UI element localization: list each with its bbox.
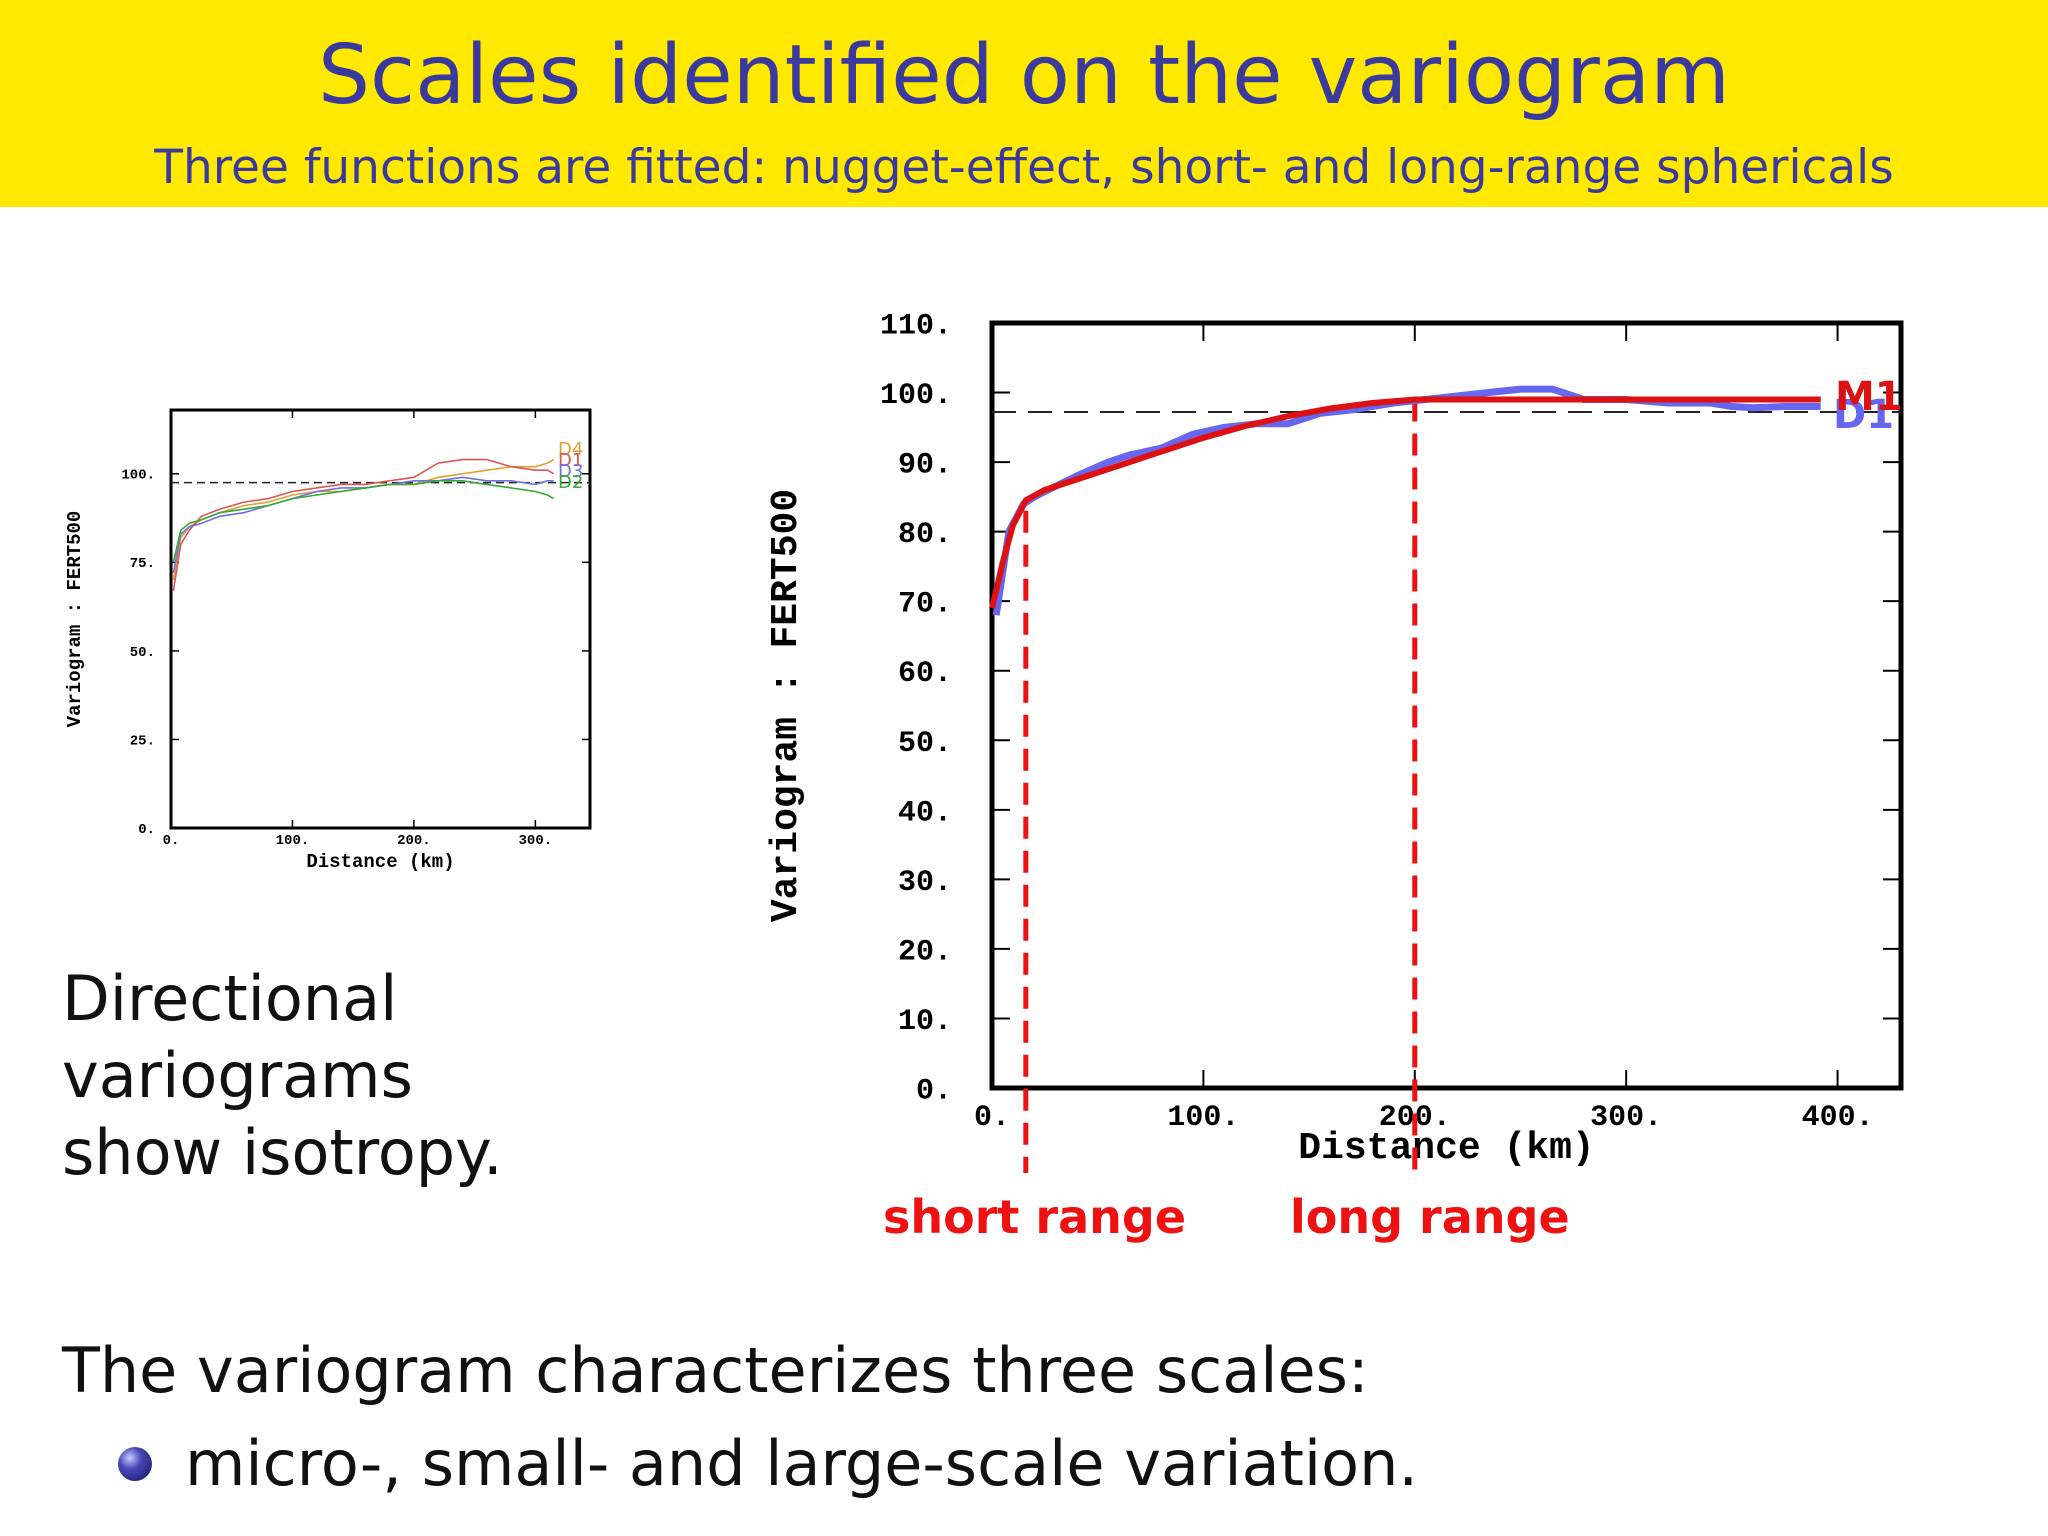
bullet-icon bbox=[118, 1447, 152, 1481]
y-tick-label: 100. bbox=[880, 379, 952, 413]
slide-subtitle: Three functions are fitted: nugget-effec… bbox=[154, 140, 1894, 195]
isotropy-note: Directional variograms show isotropy. bbox=[62, 960, 503, 1191]
y-tick-label: 50. bbox=[898, 727, 952, 761]
y-tick-label: 60. bbox=[898, 657, 952, 691]
x-tick-label: 200. bbox=[397, 833, 431, 849]
short-range-label: short range bbox=[883, 1190, 1187, 1244]
series-line bbox=[172, 476, 554, 574]
series-line bbox=[172, 458, 554, 581]
x-axis-title: Distance (km) bbox=[1298, 1127, 1594, 1170]
long-range-label: long range bbox=[1290, 1190, 1570, 1244]
y-axis-title: Variogram : FERT500 bbox=[64, 511, 86, 728]
y-tick-label: 90. bbox=[898, 449, 952, 483]
series-line bbox=[992, 385, 1821, 616]
isotropy-note-line: Directional bbox=[62, 962, 398, 1035]
plot-frame bbox=[989, 320, 1904, 1091]
x-tick-label: 0. bbox=[974, 1101, 1010, 1135]
series-line bbox=[172, 480, 555, 563]
series-line bbox=[172, 458, 555, 591]
directional-variogram-chart: 0. 100. 200. 300. 0. 25. 50. 75. 100. Distance (k… bbox=[64, 408, 592, 873]
y-tick-label: 25. bbox=[130, 733, 155, 749]
plot-frame bbox=[169, 408, 592, 830]
y-tick-label: 30. bbox=[898, 866, 952, 900]
isotropy-note-line: show isotropy. bbox=[62, 1116, 503, 1189]
fitted-variogram-chart: 0.100.200.300.400.0.10.20.30.40.50.60.70… bbox=[765, 310, 1904, 1173]
y-tick-label: 70. bbox=[898, 588, 952, 622]
x-tick-label: 300. bbox=[1590, 1101, 1662, 1135]
series-label: D4 bbox=[558, 439, 583, 460]
x-tick-label: 100. bbox=[276, 833, 310, 849]
x-tick-label: 300. bbox=[519, 833, 553, 849]
y-tick-label: 110. bbox=[880, 310, 952, 344]
title-banner bbox=[0, 0, 2048, 207]
isotropy-note-line: variograms bbox=[62, 1039, 413, 1112]
y-tick-label: 75. bbox=[130, 556, 155, 572]
series-label: D1 bbox=[558, 450, 583, 471]
x-tick-label: 400. bbox=[1802, 1101, 1874, 1135]
series-label: M1 bbox=[1835, 374, 1903, 420]
y-tick-label: 50. bbox=[130, 645, 155, 661]
x-tick-label: 0. bbox=[163, 833, 180, 849]
y-tick-label: 10. bbox=[898, 1005, 952, 1039]
x-axis-title: Distance (km) bbox=[306, 851, 454, 873]
y-tick-label: 20. bbox=[898, 935, 952, 969]
series-label: D3 bbox=[558, 461, 583, 482]
series-label: D1 bbox=[1833, 392, 1894, 438]
y-tick-label: 0. bbox=[138, 822, 155, 838]
y-tick-label: 0. bbox=[916, 1075, 952, 1109]
scales-statement: The variogram characterizes three scales… bbox=[62, 1334, 1369, 1407]
slide-title: Scales identified on the variogram bbox=[318, 28, 1730, 123]
y-tick-label: 40. bbox=[898, 796, 952, 830]
series-label: D2 bbox=[558, 472, 583, 493]
y-tick-label: 100. bbox=[121, 468, 155, 484]
y-tick-label: 80. bbox=[898, 518, 952, 552]
x-tick-label: 100. bbox=[1167, 1101, 1239, 1135]
y-axis-title: Variogram : FERT500 bbox=[765, 489, 808, 922]
series-line bbox=[989, 396, 1821, 609]
bullet-item: micro-, small- and large-scale variation… bbox=[185, 1427, 1419, 1500]
